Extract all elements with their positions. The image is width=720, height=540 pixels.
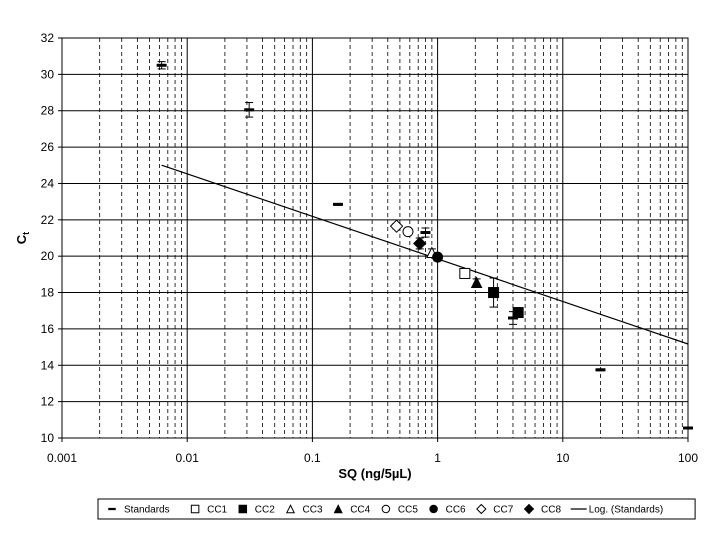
legend-marker-standards	[108, 507, 116, 511]
x-tick-label: 10	[556, 451, 570, 465]
legend-label-log-standards-: Log. (Standards)	[589, 505, 664, 516]
legend-box	[97, 498, 696, 520]
x-axis-title: SQ (ng/5µL)	[338, 466, 411, 481]
cc2-point	[512, 307, 524, 319]
y-axis-tick-labels: 10 12 14 16 18 20 22 24 26 28 30 32	[41, 31, 62, 445]
legend-marker-cc3	[285, 504, 296, 514]
standards-point	[683, 426, 693, 430]
legend-label-cc4: CC4	[350, 505, 370, 516]
standards-point	[595, 368, 606, 372]
legend-label-cc1: CC1	[207, 505, 227, 516]
legend: Standards CC1 CC2 CC3 CC4 CC5 CC6 CC7 CC8 Log. (S…	[97, 498, 696, 520]
y-tick-label: 10	[41, 431, 55, 445]
log-trendline	[161, 164, 689, 345]
y-tick-label: 14	[41, 358, 55, 372]
cc5-point	[402, 226, 414, 238]
cc4-point	[470, 276, 483, 289]
legend-marker-cc5	[381, 504, 391, 514]
legend-label-cc7: CC7	[493, 505, 513, 516]
y-tick-label: 12	[41, 395, 55, 409]
y-axis-title-main: C	[14, 234, 29, 244]
data-points	[156, 61, 693, 430]
standards-point	[420, 231, 431, 235]
x-tick-label: 0.001	[47, 451, 77, 465]
x-tick-label: 0.01	[176, 451, 200, 465]
cc7-point	[389, 219, 404, 233]
legend-marker-cc4	[333, 504, 343, 514]
y-axis-title-subscript: t	[21, 232, 31, 235]
y-tick-label: 24	[41, 176, 55, 190]
legend-label-cc8: CC8	[541, 505, 561, 516]
cc1-point	[459, 267, 471, 279]
x-tick-label: 100	[678, 451, 698, 465]
legend-label-standards: Standards	[124, 505, 170, 516]
legend-marker-cc2	[238, 504, 248, 514]
x-axis-tick-labels: 0.001 0.01 0.1 1 10 100	[47, 438, 698, 465]
y-tick-label: 16	[41, 322, 55, 336]
y-tick-label: 26	[41, 140, 55, 154]
minor-gridlines	[99, 38, 683, 438]
y-tick-label: 30	[41, 67, 55, 81]
cc8-point	[413, 236, 427, 251]
y-axis-title: Ct	[14, 232, 31, 244]
cc2-point	[488, 287, 500, 299]
y-tick-label: 28	[41, 104, 55, 118]
plot-area	[61, 37, 689, 439]
x-tick-label: 0.1	[304, 451, 321, 465]
standards-point	[244, 108, 255, 112]
standards-point	[332, 202, 343, 206]
legend-marker-cc8	[523, 503, 535, 515]
legend-marker-cc1	[190, 504, 200, 514]
y-tick-label: 32	[41, 31, 55, 45]
y-tick-label: 22	[41, 213, 55, 227]
legend-marker-cc6	[429, 504, 438, 514]
legend-label-cc2: CC2	[255, 505, 275, 516]
trendline	[161, 164, 689, 345]
x-tick-label: 1	[434, 451, 441, 465]
legend-label-cc3: CC3	[303, 505, 323, 516]
standards-point	[156, 63, 167, 67]
y-tick-label: 18	[41, 286, 55, 300]
legend-label-cc5: CC5	[398, 505, 418, 516]
legend-label-cc6: CC6	[446, 505, 466, 516]
cc6-point	[432, 251, 444, 263]
legend-marker-cc7	[476, 503, 487, 515]
y-tick-label: 20	[41, 249, 55, 263]
